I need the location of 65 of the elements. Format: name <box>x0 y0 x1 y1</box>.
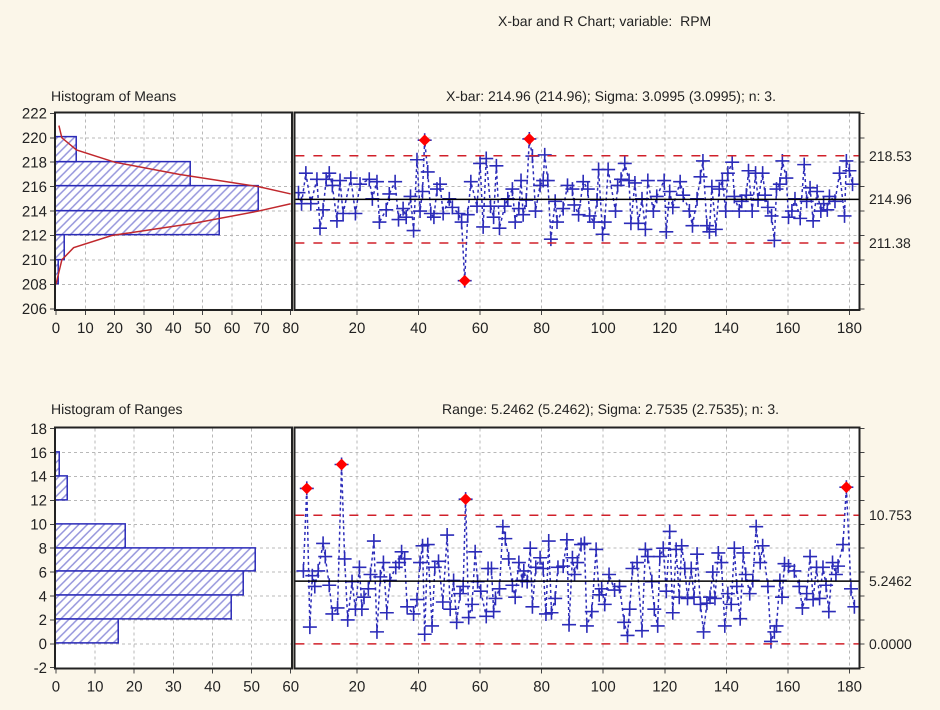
y-tick-label: 14 <box>30 468 47 486</box>
y-tick-label: 0 <box>38 636 47 654</box>
x-tick-label: 0 <box>52 320 60 337</box>
y-tick-label: 218 <box>22 154 47 172</box>
x-tick-label: 30 <box>136 320 152 337</box>
y-tick-label: 18 <box>30 420 47 438</box>
x-tick-label: 30 <box>165 678 182 696</box>
x-tick-label: 80 <box>533 678 550 696</box>
chart-subtitle: X-bar: 214.96 (214.96); Sigma: 3.0995 (3.0995); n: 3. <box>446 88 776 104</box>
x-tick-label: 20 <box>348 320 366 337</box>
x-tick-label: 40 <box>410 678 427 696</box>
x-tick-label: 140 <box>714 678 739 696</box>
x-tick-label: 20 <box>348 678 366 696</box>
x-tick-label: 10 <box>76 320 94 337</box>
y-tick-label: 6 <box>38 564 47 582</box>
chart-title: Range: 5.2462 (5.2462); Sigma: 2.7535 (2.7535); n: 3. <box>442 401 780 417</box>
x-tick-label: 60 <box>472 320 488 337</box>
chart-title: X-bar and R Chart; variable: RPM <box>498 13 712 29</box>
chart-title: Histogram of Ranges <box>51 401 183 417</box>
x-tick-label: 20 <box>106 320 124 337</box>
x-tick-label: 160 <box>775 320 800 337</box>
x-tick-label: 50 <box>243 678 260 696</box>
x-tick-label: 120 <box>652 678 678 696</box>
x-tick-label: 70 <box>253 320 270 337</box>
y-tick-label: 2 <box>38 612 47 630</box>
y-tick-label: 206 <box>22 301 47 318</box>
x-tick-label: 40 <box>204 678 221 696</box>
ref-line-label: 10.753 <box>869 507 912 523</box>
x-tick-label: 180 <box>836 320 862 337</box>
x-tick-label: 80 <box>282 320 300 337</box>
y-tick-label: 216 <box>22 178 47 196</box>
x-tick-label: 160 <box>775 678 800 696</box>
x-tick-label: 140 <box>714 320 739 337</box>
ref-line-label: 5.2462 <box>869 573 912 589</box>
y-tick-label: 10 <box>30 516 47 534</box>
y-tick-label: -2 <box>34 660 47 677</box>
y-tick-label: 208 <box>22 276 47 294</box>
x-tick-label: 40 <box>410 320 427 337</box>
ref-line-label: 218.53 <box>869 148 912 164</box>
x-tick-label: 100 <box>590 320 616 337</box>
x-tick-label: 40 <box>165 320 182 337</box>
y-tick-label: 220 <box>22 130 47 148</box>
x-tick-label: 60 <box>282 678 300 696</box>
ref-line-label: 211.38 <box>869 235 911 251</box>
x-tick-label: 60 <box>224 320 240 337</box>
y-tick-label: 222 <box>22 106 47 123</box>
y-tick-label: 12 <box>30 492 47 510</box>
x-tick-label: 60 <box>472 678 488 696</box>
chart-title: Histogram of Means <box>51 88 176 104</box>
ref-line-label: 0.0000 <box>869 636 912 652</box>
x-tick-label: 0 <box>52 678 60 696</box>
x-tick-label: 10 <box>86 678 104 696</box>
x-tick-label: 100 <box>590 678 616 696</box>
ref-line-label: 214.96 <box>869 191 912 207</box>
y-tick-label: 8 <box>38 540 47 558</box>
x-tick-label: 120 <box>652 320 678 337</box>
y-tick-label: 16 <box>30 444 47 462</box>
y-tick-label: 4 <box>38 588 47 606</box>
x-tick-label: 20 <box>126 678 143 696</box>
x-tick-label: 180 <box>836 678 862 696</box>
y-tick-label: 214 <box>22 203 47 220</box>
x-tick-label: 80 <box>533 320 550 337</box>
y-tick-label: 210 <box>22 252 47 270</box>
y-tick-label: 212 <box>22 228 47 245</box>
x-tick-label: 50 <box>194 320 212 337</box>
